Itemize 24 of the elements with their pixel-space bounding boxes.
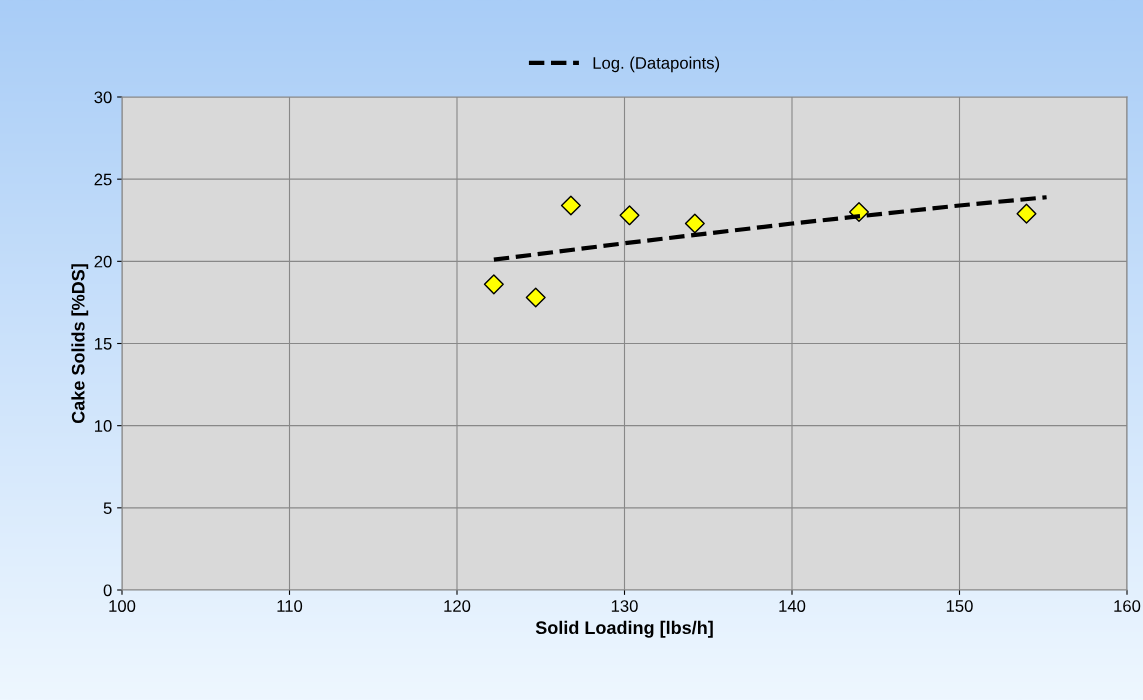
x-tick-label: 120	[444, 600, 471, 612]
y-tick-label: 15	[95, 338, 112, 350]
y-tick-label: 20	[94, 255, 112, 268]
x-tick-label: 100	[109, 600, 136, 612]
x-axis-title: Solid Loading [lbs/h]	[535, 620, 713, 638]
x-tick-label: 160	[1114, 600, 1141, 612]
point	[560, 195, 581, 216]
point	[619, 205, 640, 226]
y-tick-label: 30	[94, 91, 112, 104]
x-tick-label: 110	[277, 600, 303, 612]
y-axis-title: Cake Solids [%DS]	[71, 264, 89, 424]
point	[525, 287, 546, 308]
x-tick-label: 130	[611, 600, 638, 612]
x-tick-label: 140	[779, 600, 806, 612]
y-tick-label: 0	[103, 584, 112, 597]
point	[1016, 203, 1037, 224]
y-tick-label: 25	[94, 173, 112, 186]
y-tick-label: 10	[95, 420, 112, 432]
x-tick-label: 150	[946, 600, 973, 612]
legend-label: Log. (Datapoints)	[593, 56, 720, 73]
point	[684, 213, 705, 234]
point	[483, 274, 504, 295]
y-tick-label: 5	[103, 502, 112, 515]
line-series	[491, 195, 1049, 262]
